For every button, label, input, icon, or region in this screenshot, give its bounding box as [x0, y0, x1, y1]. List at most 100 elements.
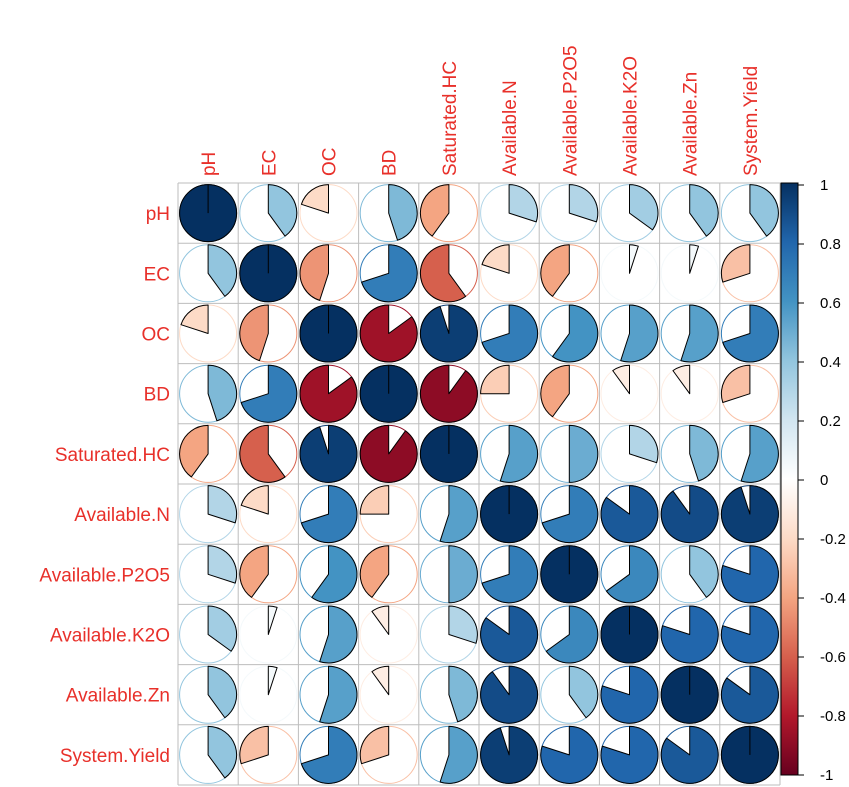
cell-Available.Zn-Available.K2O	[600, 665, 659, 724]
cell-Available.P2O5-Available.K2O	[600, 545, 659, 604]
column-label: Available.Zn	[681, 72, 702, 176]
cell-OC-Available.N	[480, 304, 539, 363]
pie-wedge	[419, 184, 450, 237]
pie-wedge	[481, 304, 539, 363]
cell-EC-Available.K2O	[600, 244, 659, 303]
cell-OC-OC	[299, 304, 358, 363]
pie-wedge	[720, 665, 779, 724]
pie-wedge	[600, 665, 659, 724]
pie-wedge	[361, 244, 418, 303]
column-label: Available.K2O	[621, 56, 642, 176]
pie-wedge	[600, 725, 659, 784]
cell-BD-Available.N	[480, 364, 539, 423]
cell-pH-pH	[179, 184, 238, 243]
cell-Available.K2O-EC	[239, 605, 298, 664]
cell-Saturated.HC-BD	[359, 424, 418, 483]
cell-Available.Zn-Available.P2O5	[540, 665, 599, 724]
pie-wedge	[439, 725, 478, 784]
cell-System.Yield-BD	[359, 725, 418, 784]
cell-Available.Zn-Available.Zn	[660, 665, 719, 724]
row-label: Available.K2O	[50, 626, 170, 647]
cell-Saturated.HC-pH	[179, 424, 238, 483]
cell-Available.N-Available.P2O5	[540, 485, 599, 544]
pie-wedge	[180, 304, 209, 334]
cell-pH-EC	[239, 184, 298, 243]
cell-EC-pH	[179, 244, 238, 303]
cell-pH-BD	[359, 184, 418, 243]
pie-wedge	[371, 665, 390, 696]
cell-Available.P2O5-Available.Zn	[660, 545, 719, 604]
cell-Available.N-Available.K2O	[600, 485, 659, 544]
cell-Available.N-EC	[239, 485, 298, 544]
column-label: Available.N	[500, 80, 521, 176]
cell-BD-Saturated.HC	[419, 364, 478, 423]
cell-Saturated.HC-Saturated.HC	[419, 424, 478, 483]
cell-System.Yield-System.Yield	[720, 725, 779, 784]
cell-Available.K2O-Available.N	[480, 605, 539, 664]
pie-wedge	[629, 184, 659, 231]
cell-BD-BD	[359, 364, 418, 423]
pie-wedge	[660, 725, 719, 784]
cell-System.Yield-pH	[179, 725, 238, 784]
pie-wedge	[481, 545, 539, 604]
pie-wedge	[359, 424, 418, 483]
cell-EC-Available.N	[480, 244, 539, 303]
cell-Available.Zn-EC	[239, 665, 298, 724]
cell-Saturated.HC-Available.K2O	[600, 424, 659, 483]
colorbar-tick-label: -0.8	[820, 708, 846, 725]
column-label: pH	[199, 152, 220, 176]
pie-wedge	[239, 304, 269, 362]
cell-Available.P2O5-Available.P2O5	[540, 545, 599, 604]
cell-Available.N-Available.N	[480, 485, 539, 544]
cell-EC-OC	[299, 244, 358, 303]
cell-BD-pH	[179, 364, 238, 423]
row-label: pH	[146, 204, 170, 225]
cell-Available.K2O-System.Yield	[720, 605, 779, 664]
cell-pH-System.Yield	[720, 184, 779, 243]
cell-Available.P2O5-Available.N	[480, 545, 539, 604]
pie-wedge	[552, 304, 599, 363]
cell-OC-BD	[359, 304, 418, 363]
pie-wedge	[207, 665, 238, 719]
pie-wedge	[540, 364, 570, 418]
pie-wedge	[359, 485, 390, 515]
cell-Available.Zn-pH	[179, 665, 238, 724]
pie-wedge	[720, 364, 751, 404]
colorbar: 1 0.8 0.6 0.4 0.2 0 -0.2 -0.4 -0.6 -0.8 -1	[780, 177, 846, 784]
cell-EC-Available.Zn	[660, 244, 719, 303]
cell-Available.K2O-Saturated.HC	[419, 605, 478, 664]
cell-System.Yield-Saturated.HC	[419, 725, 478, 784]
cell-Available.N-BD	[359, 485, 418, 544]
row-label: Available.Zn	[66, 686, 170, 707]
pie-wedge	[740, 424, 779, 483]
pie-wedge	[207, 725, 238, 779]
pie-wedge	[448, 665, 478, 723]
colorbar-tick-label: -0.2	[820, 531, 846, 548]
pie-wedge	[419, 364, 478, 423]
pie-wedge	[689, 545, 719, 598]
column-label: BD	[380, 150, 401, 176]
cell-Saturated.HC-Available.P2O5	[540, 424, 599, 483]
cell-EC-Available.P2O5	[540, 244, 599, 303]
pie-wedge	[612, 364, 630, 395]
pie-wedge	[359, 545, 390, 598]
pie-wedge	[620, 304, 659, 363]
pie-wedge	[540, 725, 599, 784]
pie-wedge	[480, 725, 539, 784]
cell-Available.K2O-Available.K2O	[600, 605, 659, 664]
cell-BD-Available.Zn	[660, 364, 719, 423]
cell-Available.P2O5-System.Yield	[720, 545, 779, 604]
pie-wedge	[207, 244, 238, 297]
cell-EC-EC	[239, 244, 298, 303]
pie-wedge	[720, 545, 779, 604]
pie-wedge	[299, 244, 329, 301]
pie-wedge	[371, 605, 390, 635]
row-label: Available.N	[74, 505, 170, 526]
pie-wedge	[267, 605, 278, 635]
pie-wedge	[359, 304, 418, 363]
cell-pH-Available.P2O5	[540, 184, 599, 243]
row-label: Available.P2O5	[39, 565, 170, 586]
cell-Available.Zn-Saturated.HC	[419, 665, 478, 724]
cell-EC-Saturated.HC	[419, 244, 478, 303]
pie-wedge	[267, 184, 298, 237]
